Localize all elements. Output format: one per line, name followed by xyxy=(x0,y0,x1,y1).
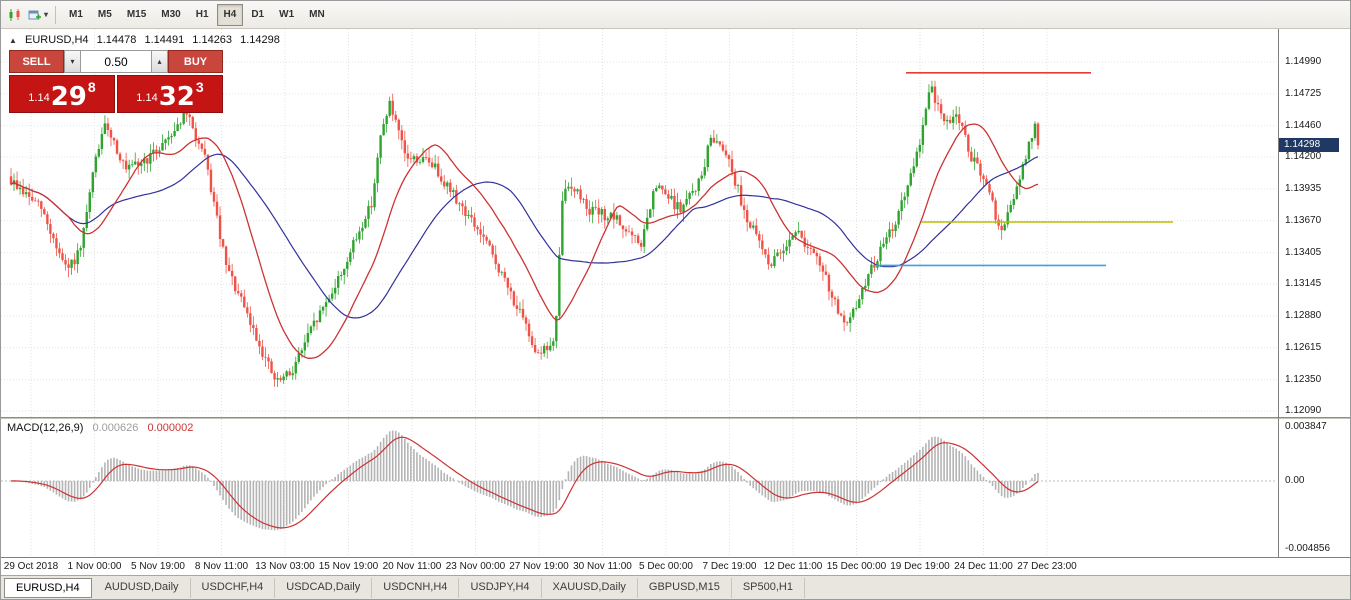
low-value: 1.14263 xyxy=(192,34,233,46)
buy-price-point: 3 xyxy=(195,79,204,95)
x-axis-label: 24 Dec 11:00 xyxy=(954,561,1013,572)
chart-window-button[interactable] xyxy=(4,4,26,26)
chart-tab-usdchf-h4[interactable]: USDCHF,H4 xyxy=(191,577,276,598)
chart-tab-usdcad-daily[interactable]: USDCAD,Daily xyxy=(275,577,373,598)
collapse-triangle-icon[interactable]: ▲ xyxy=(9,36,17,45)
axis-separator-line xyxy=(1278,29,1279,575)
high-value: 1.14491 xyxy=(144,34,185,46)
x-axis-label: 29 Oct 2018 xyxy=(3,561,59,572)
open-value: 1.14478 xyxy=(96,34,137,46)
y-axis-label: 1.14460 xyxy=(1285,119,1322,131)
macd-grid xyxy=(1,419,1277,557)
macd-scale-axis: 0.003847 0.00 -0.004856 xyxy=(1278,419,1350,557)
macd-indicator-label: MACD(12,26,9) 0.000626 0.000002 xyxy=(7,422,199,434)
chevron-down-icon: ▾ xyxy=(44,10,49,19)
x-axis-label: 13 Nov 03:00 xyxy=(255,561,315,572)
chart-tabs-bar: EURUSD,H4 AUDUSD,Daily USDCHF,H4 USDCAD,Dai… xyxy=(1,575,1350,599)
x-axis-label: 8 Nov 11:00 xyxy=(194,561,249,572)
x-axis-label: 7 Dec 19:00 xyxy=(702,561,757,572)
templates-icon xyxy=(28,10,41,19)
timeframe-button-h4[interactable]: H4 xyxy=(216,3,244,26)
lot-decrease-button[interactable]: ▾ xyxy=(64,50,81,73)
timeframe-button-d1[interactable]: D1 xyxy=(244,4,271,26)
slow-ma-line xyxy=(10,153,1039,319)
y-axis-label: 1.14725 xyxy=(1285,87,1322,99)
buy-button[interactable]: BUY xyxy=(168,50,223,73)
current-price-badge: 1.14298 xyxy=(1279,138,1339,153)
x-axis-label: 27 Nov 19:00 xyxy=(509,561,569,572)
x-axis-label: 12 Dec 11:00 xyxy=(763,561,823,572)
y-axis-label: 1.13145 xyxy=(1285,278,1322,290)
macd-value: 0.000626 xyxy=(92,422,139,434)
x-axis-label: 23 Nov 00:00 xyxy=(445,561,506,572)
y-axis-label: 1.14990 xyxy=(1285,55,1322,67)
x-axis-label: 27 Dec 23:00 xyxy=(1017,561,1077,572)
templates-button[interactable]: ▾ xyxy=(27,4,49,26)
timeframe-button-m15[interactable]: M15 xyxy=(120,4,153,26)
x-axis-label: 20 Nov 11:00 xyxy=(382,561,442,572)
macd-scale-label: 0.00 xyxy=(1285,475,1305,486)
y-axis-label: 1.14200 xyxy=(1285,151,1322,163)
buy-price-prefix: 1.14 xyxy=(136,92,158,104)
macd-name: MACD(12,26,9) xyxy=(7,422,84,434)
y-axis-label: 1.13670 xyxy=(1285,214,1322,226)
x-axis-label: 15 Nov 19:00 xyxy=(318,561,379,572)
buy-price-pips: 32 xyxy=(158,81,195,112)
x-axis-label: 30 Nov 11:00 xyxy=(573,561,632,572)
sell-button[interactable]: SELL xyxy=(9,50,64,73)
y-axis-label: 1.13405 xyxy=(1285,246,1322,258)
chart-tab-audusd-daily[interactable]: AUDUSD,Daily xyxy=(94,577,191,598)
candlestick-chart-icon xyxy=(9,8,20,21)
chart-tab-eurusd-h4[interactable]: EURUSD,H4 xyxy=(4,577,92,598)
timeframe-button-mn[interactable]: MN xyxy=(302,4,332,26)
price-axis[interactable]: 1.14990 1.14725 1.14460 1.14200 1.13935 1.136… xyxy=(1278,29,1350,557)
y-axis-label: 1.12880 xyxy=(1285,309,1322,321)
fast-ma-line xyxy=(10,123,1039,359)
x-axis-label: 5 Nov 19:00 xyxy=(131,561,185,572)
main-chart-canvas[interactable] xyxy=(1,29,1351,417)
timeframe-button-h1[interactable]: H1 xyxy=(189,4,216,26)
chart-tab-xauusd-daily[interactable]: XAUUSD,Daily xyxy=(542,577,638,598)
one-click-trade-panel: SELL ▾ 0.50 ▴ BUY 1.14 29 8 1.14 32 3 xyxy=(9,50,223,113)
sell-price-pips: 29 xyxy=(50,81,87,112)
macd-scale-label: 0.003847 xyxy=(1285,420,1327,432)
chart-tab-usdjpy-h4[interactable]: USDJPY,H4 xyxy=(459,577,542,598)
toolbar-separator xyxy=(55,5,57,24)
buy-price-button[interactable]: 1.14 32 3 xyxy=(117,75,223,113)
timeframe-button-m30[interactable]: M30 xyxy=(154,4,187,26)
lot-size-input[interactable]: 0.50 xyxy=(81,50,151,73)
x-axis-label: 15 Dec 00:00 xyxy=(826,561,887,572)
ohlc-header: ▲ EURUSD,H4 1.14478 1.14491 1.14263 1.14… xyxy=(9,34,285,46)
x-axis-label: 5 Dec 00:00 xyxy=(639,561,693,572)
y-axis-label: 1.12350 xyxy=(1285,373,1322,385)
time-axis[interactable]: 29 Oct 2018 1 Nov 00:00 5 Nov 19:00 8 Nov 1… xyxy=(1,557,1350,575)
timeframe-button-m5[interactable]: M5 xyxy=(91,4,119,26)
candlesticks[interactable] xyxy=(9,80,1040,387)
x-axis-label: 19 Dec 19:00 xyxy=(890,561,950,572)
sell-price-prefix: 1.14 xyxy=(28,92,50,104)
pane-splitter[interactable] xyxy=(1,417,1350,419)
lot-increase-button[interactable]: ▴ xyxy=(151,50,168,73)
chart-tab-gbpusd-m15[interactable]: GBPUSD,M15 xyxy=(638,577,732,598)
symbol-label: EURUSD,H4 xyxy=(24,34,89,46)
macd-histogram xyxy=(13,430,1039,531)
y-axis-label: 1.12615 xyxy=(1285,341,1322,353)
top-toolbar: ▾ M1 M5 M15 M30 H1 H4 D1 W1 MN xyxy=(1,1,1350,29)
y-axis-label: 1.12090 xyxy=(1285,404,1322,416)
sell-price-point: 8 xyxy=(87,79,96,95)
macd-signal-value: 0.000002 xyxy=(147,422,194,434)
y-axis-label: 1.13935 xyxy=(1285,182,1322,194)
chart-tab-sp500-h1[interactable]: SP500,H1 xyxy=(732,577,805,598)
sell-price-button[interactable]: 1.14 29 8 xyxy=(9,75,115,113)
timeframe-button-w1[interactable]: W1 xyxy=(272,4,301,26)
macd-scale-label: -0.004856 xyxy=(1285,543,1331,555)
timeframe-buttons: M1 M5 M15 M30 H1 H4 D1 W1 MN xyxy=(62,3,332,26)
x-axis-label: 1 Nov 00:00 xyxy=(67,561,122,572)
close-value: 1.14298 xyxy=(240,34,280,46)
chart-tab-usdcnh-h4[interactable]: USDCNH,H4 xyxy=(372,577,460,598)
macd-canvas[interactable] xyxy=(1,419,1351,557)
timeframe-button-m1[interactable]: M1 xyxy=(62,4,90,26)
macd-signal-line xyxy=(10,436,1039,529)
